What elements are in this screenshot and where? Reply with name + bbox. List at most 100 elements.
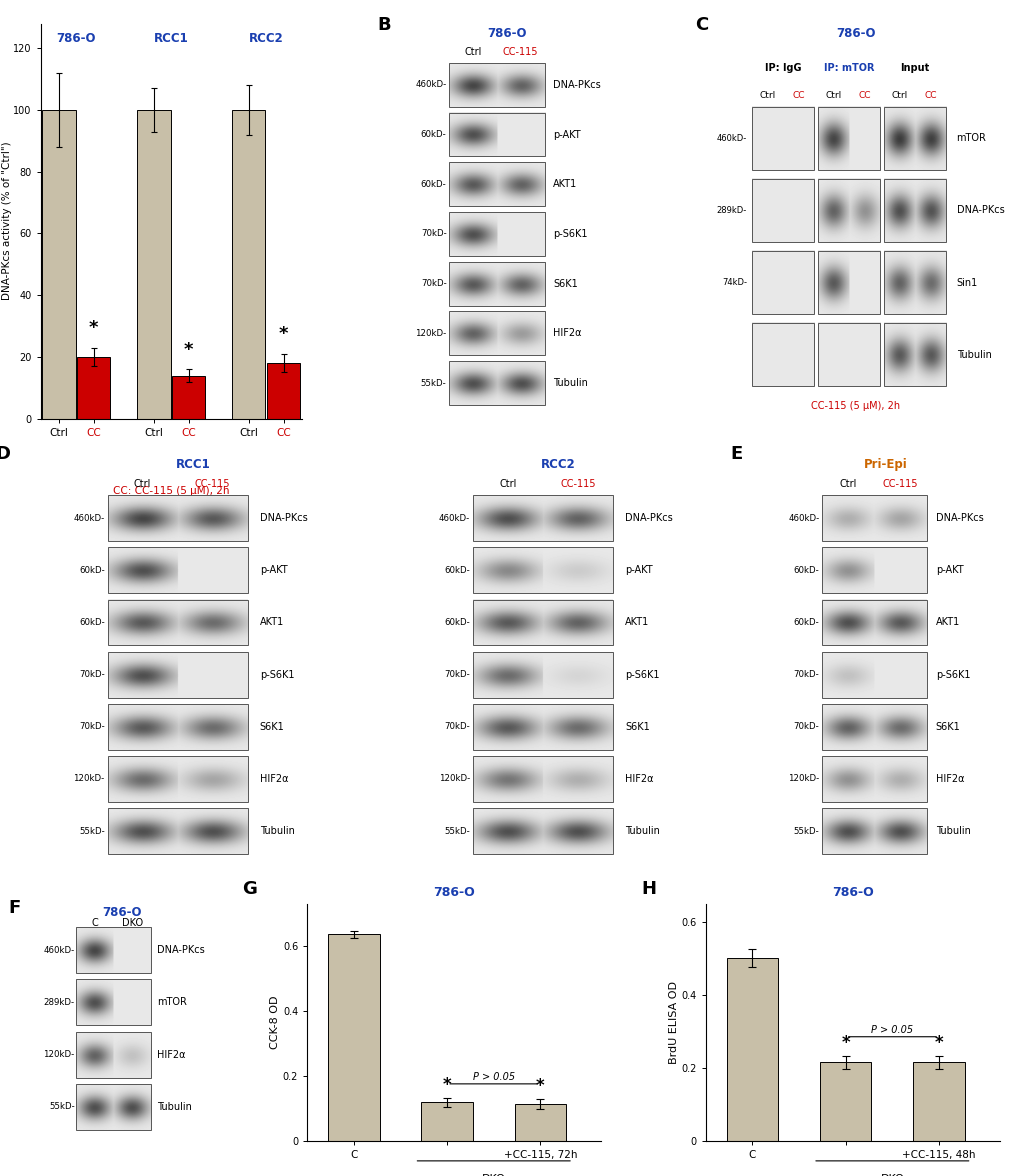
Bar [108,756,248,802]
Text: DNA-PKcs: DNA-PKcs [625,513,673,523]
Text: 786-O: 786-O [102,906,142,918]
Text: 55kD-: 55kD- [421,379,446,388]
Text: p-AKT: p-AKT [552,129,580,140]
Text: D: D [0,446,10,463]
Text: 289kD-: 289kD- [716,206,746,215]
Text: 70kD-: 70kD- [78,670,105,679]
Bar [473,495,612,541]
Text: Ctrl: Ctrl [133,479,151,488]
Text: p-AKT: p-AKT [934,566,962,575]
Text: *: * [933,1034,943,1053]
Bar [821,652,925,697]
Text: AKT1: AKT1 [934,617,959,628]
Text: RCC1: RCC1 [154,32,189,45]
Bar [108,495,248,541]
Text: DNA-PKcs: DNA-PKcs [157,946,205,955]
Text: Tubulin: Tubulin [260,827,294,836]
Bar [473,704,612,750]
Text: AKT1: AKT1 [625,617,649,628]
Bar [421,1102,472,1141]
Bar [751,179,813,242]
Text: 60kD-: 60kD- [421,180,446,189]
Text: *: * [278,325,288,343]
Bar [882,179,946,242]
Text: 55kD-: 55kD- [49,1102,74,1111]
Text: *: * [841,1034,849,1053]
Text: CC-115 (5 μM), 2h: CC-115 (5 μM), 2h [811,401,900,410]
Text: C: C [92,917,98,928]
Text: HIF2α: HIF2α [934,774,963,784]
Bar [751,323,813,387]
Text: CC: CC [792,91,804,100]
Bar [108,652,248,697]
Y-axis label: CCK-8 OD: CCK-8 OD [270,995,280,1049]
Bar [821,547,925,593]
Bar [76,1084,151,1130]
Text: p-S6K1: p-S6K1 [552,229,587,239]
Bar [817,107,879,171]
Text: C: C [695,15,708,34]
Bar [821,704,925,750]
Text: 289kD-: 289kD- [44,998,74,1007]
Text: Tubulin: Tubulin [934,827,970,836]
Bar [448,262,544,306]
Text: AKT1: AKT1 [552,179,577,189]
Text: 786-O: 786-O [832,886,872,898]
Text: IP: IgG: IP: IgG [764,64,800,73]
Text: p-S6K1: p-S6K1 [934,669,969,680]
Text: Tubulin: Tubulin [157,1102,192,1111]
Text: p-AKT: p-AKT [260,566,287,575]
Bar [138,111,170,419]
Text: 55kD-: 55kD- [444,827,470,836]
Text: 460kD-: 460kD- [415,80,446,89]
Text: 460kD-: 460kD- [716,134,746,142]
Text: DKO: DKO [481,1174,505,1176]
Text: P > 0.05: P > 0.05 [870,1025,913,1035]
Text: S6K1: S6K1 [934,722,960,731]
Text: Ctrl: Ctrl [891,91,907,100]
Text: DNA-PKcs: DNA-PKcs [956,206,1004,215]
Text: *: * [89,319,99,338]
Text: 786-O: 786-O [57,32,96,45]
Bar [882,107,946,171]
Bar [267,363,300,419]
Text: CC: CC [923,91,935,100]
Bar [515,1104,566,1141]
Text: 60kD-: 60kD- [444,617,470,627]
Bar [108,547,248,593]
Text: 60kD-: 60kD- [444,566,470,575]
Bar [473,808,612,854]
Text: 70kD-: 70kD- [444,670,470,679]
Text: P > 0.05: P > 0.05 [472,1073,515,1082]
Text: Tubulin: Tubulin [956,349,990,360]
Text: DNA-PKcs: DNA-PKcs [260,513,307,523]
Bar [448,162,544,206]
Text: 60kD-: 60kD- [78,617,105,627]
Text: DKO: DKO [879,1174,904,1176]
Text: 60kD-: 60kD- [421,131,446,139]
Text: 60kD-: 60kD- [78,566,105,575]
Bar [108,808,248,854]
Bar [76,980,151,1025]
Text: 70kD-: 70kD- [78,722,105,731]
Text: HIF2α: HIF2α [157,1050,185,1060]
Bar [473,652,612,697]
Text: RCC1: RCC1 [175,457,210,470]
Bar [43,111,75,419]
Text: DKO: DKO [121,917,143,928]
Text: 55kD-: 55kD- [793,827,818,836]
Text: 460kD-: 460kD- [44,946,74,955]
Text: G: G [243,880,257,897]
Bar [751,250,813,314]
Bar [328,935,379,1141]
Text: 460kD-: 460kD- [438,514,470,522]
Text: S6K1: S6K1 [260,722,284,731]
Text: 460kD-: 460kD- [73,514,105,522]
Bar [448,312,544,355]
Bar [448,113,544,156]
Text: 70kD-: 70kD- [421,229,446,239]
Text: 786-O: 786-O [836,27,875,40]
Text: Sin1: Sin1 [956,278,977,287]
Bar [817,323,879,387]
Bar [448,212,544,256]
